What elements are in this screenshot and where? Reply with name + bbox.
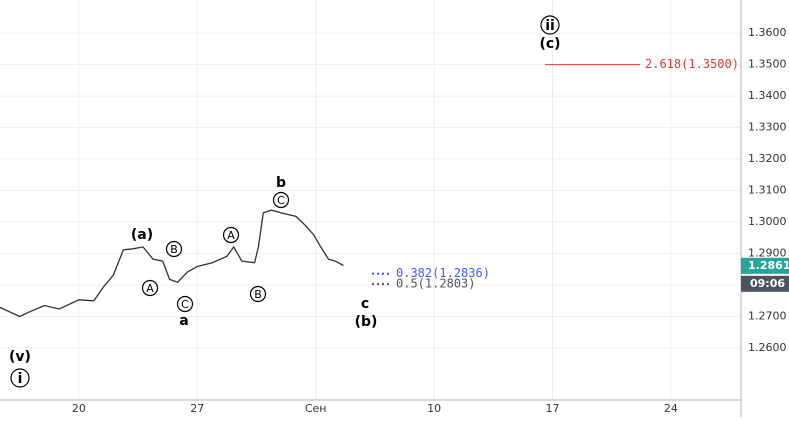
y-tick-label: 1.3400 (748, 89, 787, 102)
wave-circle (10, 368, 30, 388)
x-tick-label: 10 (427, 402, 441, 415)
wave-circle (165, 240, 183, 258)
y-tick-label: 1.3000 (748, 215, 787, 228)
y-tick-label: 1.2600 (748, 341, 787, 354)
wave-circle (222, 226, 240, 244)
fib-label: 2.618(1.3500) (645, 57, 739, 71)
wave-circle (540, 15, 560, 35)
y-tick-label: 1.2900 (748, 247, 787, 260)
wave-circle (272, 191, 290, 209)
wave-label: b (276, 175, 286, 191)
y-tick-label: 1.3200 (748, 152, 787, 165)
time-label: 09:06 (750, 277, 785, 290)
wave-label: (c) (539, 36, 560, 52)
wave-label: c (361, 296, 369, 312)
wave-circle (141, 279, 159, 297)
wave-circle (176, 295, 194, 313)
x-tick-label: 17 (545, 402, 559, 415)
last-price-label: 1.2861 (748, 259, 789, 272)
fib-label: 0.382(1.2836) (396, 266, 490, 280)
wave-label: C (181, 298, 189, 311)
price-line (0, 209, 344, 318)
y-tick-label: 1.2700 (748, 310, 787, 323)
y-tick-label: 1.3100 (748, 184, 787, 197)
time-box (741, 275, 789, 292)
wave-label: (v) (9, 349, 31, 365)
wave-label: A (227, 229, 235, 242)
wave-label: a (179, 313, 188, 329)
x-tick-label: 24 (664, 402, 678, 415)
fib-label: 0.5(1.2803) (396, 277, 475, 291)
wave-label: B (170, 243, 178, 256)
wave-label: i (18, 371, 23, 387)
wave-circle (249, 285, 267, 303)
x-tick-label: Сен (305, 402, 327, 415)
wave-label: (a) (131, 227, 153, 243)
wave-label: A (146, 282, 154, 295)
wave-label: (b) (355, 314, 378, 330)
y-tick-label: 1.3500 (748, 58, 787, 71)
y-tick-label: 1.3600 (748, 26, 787, 39)
x-tick-label: 27 (190, 402, 204, 415)
wave-label: B (254, 288, 262, 301)
wave-label: ii (545, 18, 555, 34)
x-tick-label: 20 (72, 402, 86, 415)
wave-label: C (277, 194, 285, 207)
y-tick-label: 1.3300 (748, 121, 787, 134)
last-price-box (741, 257, 789, 274)
